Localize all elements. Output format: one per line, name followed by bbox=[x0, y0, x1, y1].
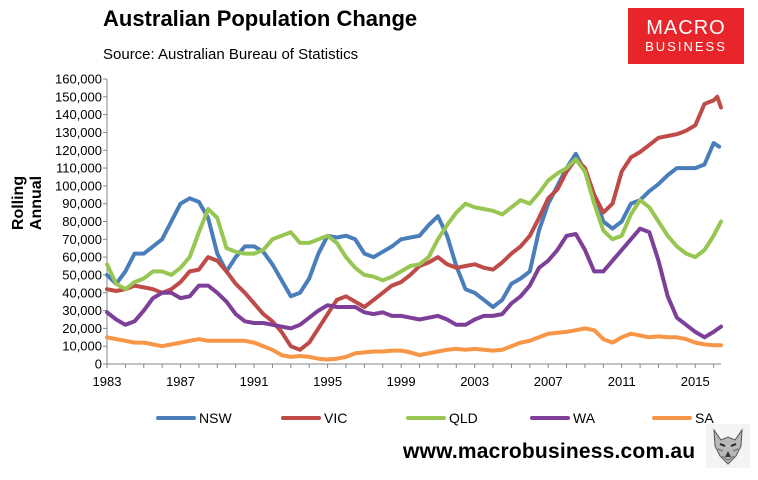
y-tick-label: 160,000 bbox=[55, 72, 102, 87]
x-tick-label: 2011 bbox=[608, 374, 636, 389]
x-tick-label: 2003 bbox=[460, 374, 489, 389]
legend-label-wa: WA bbox=[573, 410, 596, 426]
y-tick-label: 70,000 bbox=[62, 232, 102, 247]
y-tick-label: 150,000 bbox=[55, 89, 102, 104]
y-tick-label: 140,000 bbox=[55, 107, 102, 122]
x-tick-label: 1991 bbox=[240, 374, 269, 389]
chart-subtitle: Source: Australian Bureau of Statistics bbox=[103, 46, 359, 63]
y-tick-label: 80,000 bbox=[62, 214, 102, 229]
legend-label-vic: VIC bbox=[324, 410, 347, 426]
y-tick-label: 0 bbox=[95, 357, 102, 372]
y-tick-label: 60,000 bbox=[62, 250, 102, 265]
x-tick-label: 1983 bbox=[93, 374, 122, 389]
logo-line-2: BUSINESS bbox=[645, 39, 727, 54]
y-tick-label: 90,000 bbox=[62, 196, 102, 211]
chart-title: Australian Population Change bbox=[103, 6, 418, 31]
y-tick-label: 100,000 bbox=[55, 178, 102, 193]
y-tick-label: 50,000 bbox=[62, 267, 102, 282]
legend-label-sa: SA bbox=[695, 410, 714, 426]
y-tick-label: 120,000 bbox=[55, 143, 102, 158]
x-tick-label: 1995 bbox=[313, 374, 342, 389]
y-tick-label: 110,000 bbox=[56, 161, 102, 176]
legend-label-nsw: NSW bbox=[199, 410, 232, 426]
x-tick-label: 1987 bbox=[166, 374, 195, 389]
y-tick-label: 130,000 bbox=[55, 125, 102, 140]
series-line-nsw bbox=[105, 141, 722, 309]
series-line-wa bbox=[105, 226, 723, 340]
logo-line-1: MACRO bbox=[646, 17, 726, 39]
series-line-qld bbox=[105, 157, 723, 292]
x-tick-label: 2007 bbox=[534, 374, 563, 389]
legend-label-qld: QLD bbox=[449, 410, 478, 426]
macrobusiness-logo: MACRO BUSINESS bbox=[628, 8, 744, 64]
y-tick-label: 10,000 bbox=[62, 339, 102, 354]
website-url: www.macrobusiness.com.au bbox=[403, 440, 696, 463]
x-tick-label: 2015 bbox=[681, 374, 710, 389]
y-tick-label: 30,000 bbox=[62, 303, 102, 318]
y-tick-label: 40,000 bbox=[62, 285, 102, 300]
series-line-sa bbox=[105, 326, 723, 362]
y-tick-label: 20,000 bbox=[62, 321, 102, 336]
wolf-mascot-icon bbox=[706, 424, 750, 468]
x-tick-label: 1999 bbox=[387, 374, 416, 389]
